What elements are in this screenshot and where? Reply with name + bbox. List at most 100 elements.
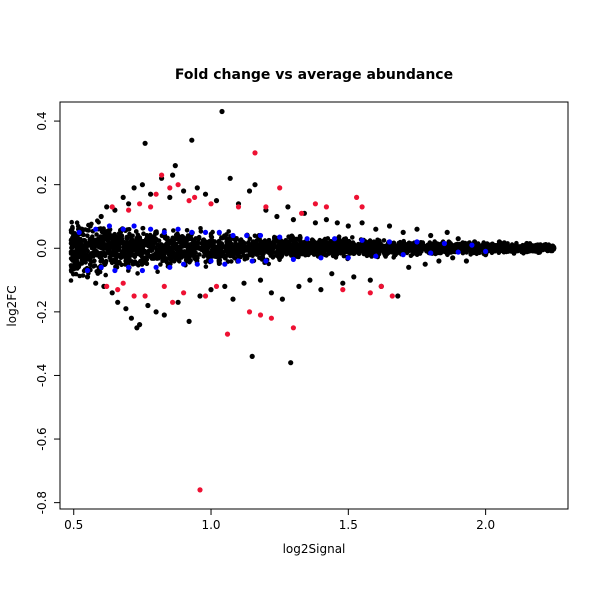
data-point [139, 267, 145, 274]
cloud-point [98, 240, 104, 245]
data-point [455, 249, 461, 255]
cloud-point [201, 253, 206, 259]
data-point [378, 283, 384, 289]
cloud-point [126, 243, 132, 249]
data-point [323, 217, 329, 223]
cloud-point [117, 247, 122, 252]
cloud-point [355, 245, 360, 250]
data-point [354, 194, 360, 200]
data-point [469, 242, 475, 248]
cloud-point [75, 223, 81, 229]
cloud-point [135, 244, 140, 250]
data-point [246, 309, 253, 315]
data-point [400, 252, 406, 258]
cloud-point [392, 250, 397, 255]
cloud-point [168, 239, 173, 244]
cloud-point [232, 255, 238, 261]
data-point [332, 236, 338, 242]
data-point [244, 232, 250, 239]
data-point [436, 258, 442, 264]
cloud-point [69, 241, 74, 246]
data-point [307, 277, 313, 283]
cloud-point [150, 237, 155, 242]
cloud-point [309, 241, 315, 247]
cloud-point [272, 234, 277, 240]
data-point [93, 226, 99, 232]
cloud-point [302, 251, 307, 256]
cloud-point [216, 258, 222, 263]
cloud-point [89, 237, 94, 243]
data-point [296, 283, 302, 289]
x-axis-label: log2Signal [283, 542, 346, 556]
cloud-point [140, 239, 145, 245]
cloud-point [191, 239, 197, 244]
cloud-point [197, 246, 202, 251]
cloud-point [371, 239, 377, 244]
cloud-point [74, 220, 80, 225]
data-point [76, 261, 82, 267]
cloud-point [302, 245, 307, 250]
cloud-point [115, 253, 121, 259]
cloud-point [252, 233, 258, 239]
data-point [252, 182, 258, 188]
y-tick-label: 0.0 [35, 239, 49, 258]
cloud-point [209, 253, 215, 258]
cloud-point [184, 228, 190, 233]
y-tick-label: 0.4 [35, 112, 49, 131]
data-point [241, 280, 247, 286]
data-point [312, 201, 318, 207]
data-point [290, 256, 296, 262]
data-point [367, 277, 373, 283]
data-point [202, 229, 209, 235]
data-point [104, 204, 110, 210]
cloud-point [83, 260, 88, 265]
data-point [126, 207, 132, 213]
cloud-point [69, 219, 74, 225]
series-highlighted [104, 150, 395, 493]
points-layer [68, 108, 557, 493]
cloud-point [420, 241, 425, 247]
data-point [329, 271, 335, 277]
data-point [172, 163, 178, 169]
cloud-point [251, 244, 256, 250]
data-point [257, 232, 264, 239]
data-point [109, 290, 115, 296]
data-point [367, 290, 373, 296]
cloud-point [229, 244, 234, 249]
cloud-point [114, 242, 119, 247]
data-point [175, 226, 181, 232]
cloud-point [96, 252, 102, 258]
cloud-point [163, 242, 169, 248]
cloud-point [229, 259, 234, 264]
cloud-point [266, 237, 272, 243]
cloud-point [130, 261, 136, 267]
data-point [194, 261, 200, 267]
cloud-point [99, 229, 105, 235]
cloud-point [279, 254, 284, 260]
cloud-point [512, 244, 518, 249]
data-point [373, 253, 379, 259]
data-point [252, 150, 258, 156]
cloud-point [434, 250, 439, 255]
cloud-point [257, 255, 262, 261]
data-point [351, 274, 357, 280]
cloud-point [237, 243, 243, 249]
data-point [428, 250, 434, 256]
cloud-point [296, 254, 301, 259]
data-point [181, 188, 187, 194]
data-point [386, 223, 393, 229]
cloud-point [224, 243, 229, 249]
data-point [186, 198, 192, 204]
cloud-point [111, 252, 116, 258]
data-point [161, 229, 167, 235]
cloud-point [236, 247, 242, 253]
cloud-point [250, 253, 255, 258]
data-point [224, 331, 231, 337]
cloud-point [535, 242, 541, 247]
data-point [71, 232, 77, 239]
cloud-point [267, 246, 273, 251]
data-point [277, 234, 283, 240]
cloud-point [89, 251, 94, 256]
cloud-point [317, 239, 323, 245]
data-point [359, 220, 365, 226]
